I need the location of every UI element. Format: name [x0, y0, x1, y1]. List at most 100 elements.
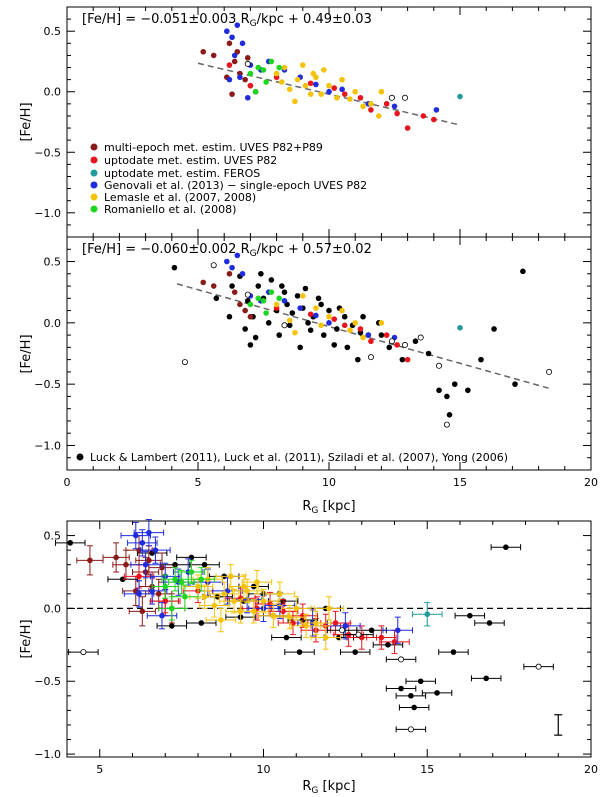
data-point — [201, 561, 208, 568]
legend-label-genovali: Genovali et al. (2013) − single-epoch UV… — [104, 179, 367, 192]
data-point — [234, 252, 241, 259]
data-point — [265, 320, 272, 326]
data-point — [260, 67, 267, 73]
data-point — [247, 70, 254, 77]
data-point-open — [244, 291, 251, 298]
data-point — [139, 540, 146, 546]
legend-label-uptodate-uves: uptodate met. estim. UVES P82 — [104, 154, 277, 167]
data-point — [224, 28, 230, 35]
y-tick-label: −1.0 — [34, 748, 61, 761]
y-tick-label: 0.5 — [44, 256, 62, 269]
data-point — [200, 48, 207, 55]
data-point — [277, 591, 283, 597]
data-point — [391, 639, 398, 645]
data-point — [446, 412, 453, 418]
data-point — [247, 342, 254, 348]
panel-top: [Fe/H] = −0.051±0.003 RG/kpc + 0.49±0.03… — [19, 6, 592, 238]
x-axis-label: RG [kpc] — [302, 779, 355, 796]
y-tick-label: 0.0 — [44, 317, 62, 330]
data-point — [231, 289, 238, 295]
data-point — [242, 326, 248, 332]
data-point — [252, 334, 259, 341]
data-point — [394, 342, 400, 348]
data-point — [341, 91, 348, 97]
data-point — [399, 356, 406, 363]
data-point — [378, 332, 385, 338]
data-point — [368, 101, 374, 107]
legend-marker-uptodate-uves — [90, 156, 98, 164]
plot-frame — [66, 236, 592, 471]
x-tick-label: 15 — [420, 763, 434, 776]
data-point — [360, 103, 366, 110]
data-point — [244, 94, 251, 101]
data-point — [326, 320, 332, 326]
data-point — [385, 642, 391, 648]
data-point — [294, 76, 301, 83]
data-point — [352, 320, 359, 326]
data-point — [273, 301, 280, 308]
data-point — [247, 301, 254, 308]
data-point-open — [388, 338, 395, 345]
data-point-open — [281, 322, 288, 329]
data-point — [457, 93, 463, 100]
data-point — [300, 62, 306, 68]
data-point — [229, 264, 235, 271]
x-tick-label: 10 — [257, 763, 271, 776]
data-point — [318, 322, 324, 329]
data-point — [268, 58, 275, 65]
data-point — [188, 569, 195, 575]
data-point — [292, 329, 298, 336]
data-point — [247, 313, 254, 320]
data-point — [136, 591, 142, 597]
data-point — [260, 598, 267, 604]
data-point-open — [355, 631, 362, 638]
data-point — [87, 557, 93, 564]
data-point — [281, 289, 288, 295]
data-point — [339, 76, 345, 83]
data-point — [412, 338, 419, 345]
data-point-open — [535, 663, 542, 670]
data-point — [242, 307, 248, 314]
data-point — [467, 612, 473, 619]
data-point — [436, 387, 442, 394]
data-point — [276, 332, 283, 338]
data-point — [252, 88, 259, 95]
data-point — [408, 693, 414, 699]
data-point — [411, 704, 417, 711]
data-point-open — [210, 262, 217, 269]
data-point — [136, 573, 142, 580]
data-point — [303, 623, 309, 629]
data-point — [146, 557, 152, 564]
data-point — [293, 605, 300, 612]
data-point — [341, 313, 348, 320]
x-tick-label: 20 — [584, 476, 598, 489]
data-point — [313, 305, 319, 311]
data-point — [326, 605, 332, 612]
legend-marker-genovali — [90, 181, 98, 189]
data-point — [305, 320, 311, 326]
data-point — [386, 344, 393, 351]
data-point — [334, 326, 340, 332]
data-point — [347, 96, 353, 102]
data-point — [237, 301, 243, 308]
data-point-open — [398, 656, 405, 663]
data-point — [313, 620, 319, 626]
data-point — [286, 322, 293, 329]
data-point — [339, 86, 345, 93]
data-point — [283, 634, 290, 641]
data-point — [404, 125, 411, 131]
data-point — [486, 620, 493, 626]
data-point — [281, 297, 288, 304]
data-point-open — [407, 726, 414, 733]
data-point — [146, 529, 152, 536]
legend-marker-uptodate-feros — [90, 169, 98, 177]
y-tick-label: 0.5 — [44, 25, 62, 38]
data-point — [263, 310, 269, 316]
data-point — [169, 605, 175, 612]
data-point — [341, 322, 348, 329]
data-point — [292, 98, 298, 105]
data-point — [457, 324, 463, 331]
data-point — [368, 107, 374, 113]
y-axis-label: [Fe/H] — [19, 102, 34, 141]
data-point — [67, 540, 74, 546]
